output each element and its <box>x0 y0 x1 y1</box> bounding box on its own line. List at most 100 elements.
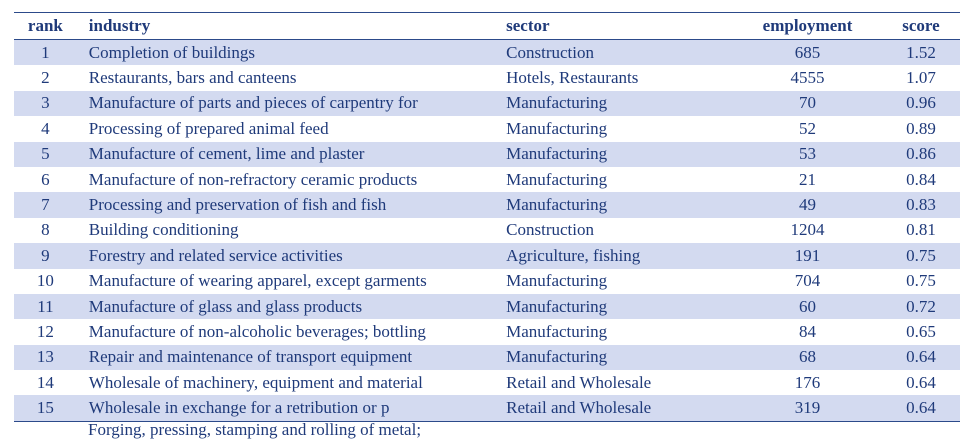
cell-sector: Agriculture, fishing <box>500 243 734 269</box>
table-row: 13 Repair and maintenance of transport eq… <box>14 344 960 371</box>
header-rank: rank <box>14 12 77 40</box>
cell-sector: Manufacturing <box>506 321 608 341</box>
cell-score: 0.84 <box>906 169 936 189</box>
table-row: 14 Wholesale of machinery, equipment and … <box>14 370 960 395</box>
header-score: score <box>881 12 960 40</box>
cell-employment: 1204 <box>790 220 825 240</box>
header-row: rank industry sector employment score <box>14 12 960 40</box>
cell-sector: Manufacturing <box>500 344 734 371</box>
cell-sector: Manufacturing <box>500 90 734 117</box>
cell-employment: 4555 <box>790 68 825 88</box>
cell-industry: Manufacture of non-refractory ceramic pr… <box>88 169 418 189</box>
cell-employment: 319 <box>733 395 882 422</box>
cell-industry: Restaurants, bars and canteens <box>88 68 297 88</box>
cell-rank: 10 <box>36 271 54 291</box>
cell-sector: Manufacturing <box>506 118 608 138</box>
cell-employment: 704 <box>794 271 821 291</box>
cell-employment: 191 <box>733 243 882 269</box>
cell-employment: 68 <box>733 344 882 371</box>
cell-rank: 3 <box>14 90 77 117</box>
cell-industry: Building conditioning <box>88 220 239 240</box>
cell-employment: 49 <box>733 192 882 218</box>
cell-sector: Hotels, Restaurants <box>506 68 639 88</box>
table-row: 2 Restaurants, bars and canteens Hotels, R… <box>14 65 960 90</box>
cell-sector: Manufacturing <box>500 192 734 218</box>
table-row: 5 Manufacture of cement, lime and plaster… <box>14 141 960 167</box>
cell-score: 0.64 <box>881 395 960 422</box>
cell-employment: 84 <box>799 321 817 341</box>
cell-rank: 8 <box>41 220 50 240</box>
header-sector: sector <box>500 12 734 40</box>
cell-score: 1.52 <box>881 39 960 66</box>
cell-score: 1.07 <box>906 68 936 88</box>
cell-sector: Manufacturing <box>500 141 734 167</box>
cell-sector: Retail and Wholesale <box>500 395 734 422</box>
table-row: 1 Completion of buildings Construction 685 1… <box>14 39 960 66</box>
cell-employment: 685 <box>733 39 882 66</box>
cell-industry: Processing and preservation of fish and … <box>76 192 501 218</box>
cell-rank: 2 <box>41 68 50 88</box>
table-row: 12 Manufacture of non-alcoholic beverages… <box>14 319 960 344</box>
cell-score: 0.89 <box>906 118 936 138</box>
cell-employment: 52 <box>799 118 817 138</box>
cell-score: 0.64 <box>906 372 936 392</box>
cell-employment: 70 <box>733 90 882 117</box>
cell-industry: Wholesale in exchange for a retribution … <box>76 395 501 422</box>
cell-employment: 176 <box>794 372 821 392</box>
cell-industry: Forestry and related service activities <box>76 243 501 269</box>
cell-score: 0.86 <box>881 141 960 167</box>
table-row: 15 Wholesale in exchange for a retributio… <box>14 395 960 422</box>
table-row: 11 Manufacture of glass and glass product… <box>14 293 960 320</box>
overflow-industry-text: Forging, pressing, stamping and rolling … <box>88 420 422 439</box>
cell-industry: Wholesale of machinery, equipment and ma… <box>88 372 423 392</box>
cell-sector: Manufacturing <box>506 169 608 189</box>
cell-industry: Manufacture of cement, lime and plaster <box>76 141 501 167</box>
cell-rank: 4 <box>41 118 50 138</box>
cell-employment: 60 <box>733 293 882 320</box>
cell-score: 0.72 <box>881 293 960 320</box>
cell-rank: 6 <box>41 169 50 189</box>
cell-score: 0.65 <box>906 321 936 341</box>
cell-score: 0.75 <box>906 271 936 291</box>
cell-industry: Manufacture of wearing apparel, except g… <box>88 271 427 291</box>
cell-industry: Manufacture of non-alcoholic beverages; … <box>88 321 426 341</box>
cell-employment: 53 <box>733 141 882 167</box>
cell-rank: 11 <box>14 293 77 320</box>
table-row: 6 Manufacture of non-refractory ceramic p… <box>14 167 960 192</box>
cell-rank: 12 <box>36 321 54 341</box>
cell-sector: Retail and Wholesale <box>506 372 652 392</box>
header-industry: industry <box>76 12 501 40</box>
cell-score: 0.81 <box>906 220 936 240</box>
table-row: 9 Forestry and related service activities… <box>14 243 960 269</box>
cell-industry: Processing of prepared animal feed <box>88 118 329 138</box>
table-row: 10 Manufacture of wearing apparel, except… <box>14 269 960 294</box>
cell-score: 0.75 <box>881 243 960 269</box>
cell-score: 0.83 <box>881 192 960 218</box>
table-header: rank industry sector employment score <box>14 12 960 40</box>
table-row: 4 Processing of prepared animal feed Manuf… <box>14 116 960 141</box>
cell-sector: Manufacturing <box>500 293 734 320</box>
cell-rank: 15 <box>14 395 77 422</box>
cell-rank: 13 <box>14 344 77 371</box>
table-row: 3 Manufacture of parts and pieces of carp… <box>14 90 960 117</box>
cell-score: 0.96 <box>881 90 960 117</box>
cell-industry: Manufacture of glass and glass products <box>76 293 501 320</box>
cell-rank: 1 <box>14 39 77 66</box>
cell-industry: Manufacture of parts and pieces of carpe… <box>76 90 501 117</box>
cell-sector: Construction <box>500 39 734 66</box>
cell-employment: 21 <box>799 169 817 189</box>
cell-rank: 5 <box>14 141 77 167</box>
table-body: 1 Completion of buildings Construction 685 1… <box>14 39 960 422</box>
cell-rank: 7 <box>14 192 77 218</box>
cell-rank: 14 <box>36 372 54 392</box>
header-employment: employment <box>733 12 882 40</box>
cell-sector: Manufacturing <box>506 271 608 291</box>
table-row: 8 Building conditioning Construction 1204 0.… <box>14 218 960 243</box>
cell-industry: Repair and maintenance of transport equi… <box>76 344 501 371</box>
cell-score: 0.64 <box>881 344 960 371</box>
cell-industry: Completion of buildings <box>76 39 501 66</box>
table-row: 7 Processing and preservation of fish and… <box>14 192 960 218</box>
cell-rank: 9 <box>14 243 77 269</box>
